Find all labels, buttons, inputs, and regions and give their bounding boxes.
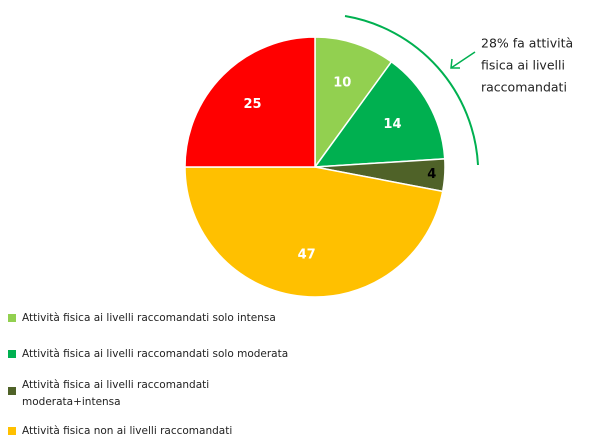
legend-swatch (8, 387, 16, 395)
pie-slice (314, 36, 393, 170)
legend-swatch (8, 314, 16, 322)
pie-slice (313, 60, 446, 168)
data-label: 10 (333, 75, 351, 90)
legend-swatch (8, 350, 16, 358)
legend-label: Attività fisica ai livelli raccomandati m… (22, 379, 209, 408)
legend-label: Attività fisica ai livelli raccomandati … (22, 312, 276, 324)
legend-label: Attività fisica non ai livelli raccomand… (22, 425, 232, 437)
data-label: 47 (298, 248, 316, 263)
data-label: 14 (383, 117, 401, 132)
legend-label: Attività fisica ai livelli raccomandati … (22, 348, 288, 360)
annotation-text: raccomandati (481, 80, 567, 95)
data-label: 25 (243, 97, 261, 112)
annotation-arrow (450, 51, 476, 69)
pie-slice (184, 36, 316, 168)
annotation-text: 28% fa attività (481, 36, 573, 51)
data-label: 4 (427, 167, 436, 182)
annotation-text: fisica ai livelli (481, 58, 565, 73)
pie-slice (184, 166, 444, 298)
legend-swatch (8, 427, 16, 435)
annotation: 28% fa attività fisica ai livelli raccoman… (481, 36, 573, 95)
annotation-arc (344, 15, 479, 166)
